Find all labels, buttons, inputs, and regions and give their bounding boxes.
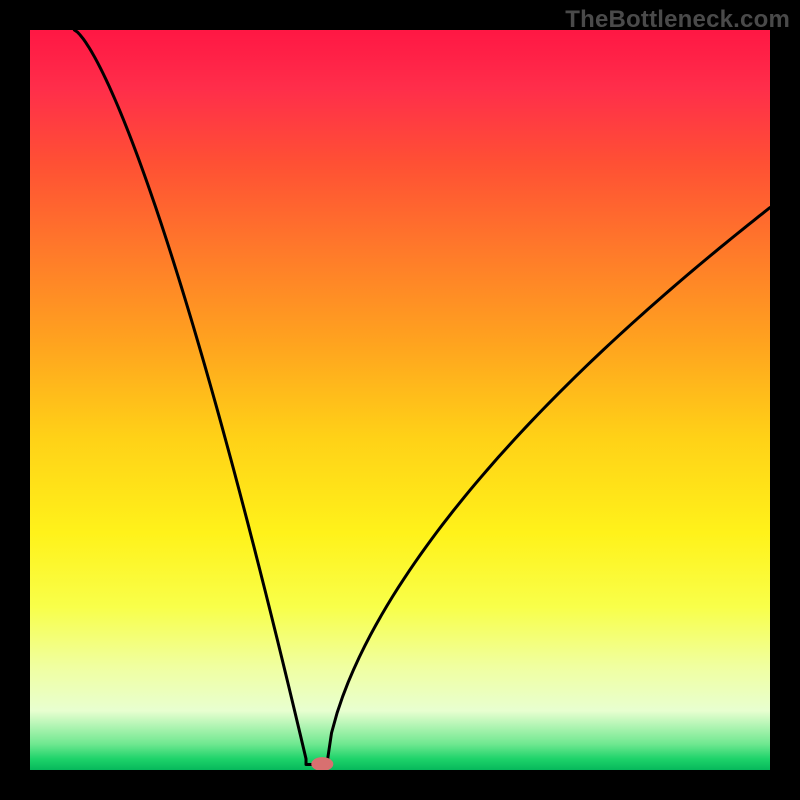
optimal-point-marker [311, 757, 333, 771]
bottleneck-chart: TheBottleneck.com [0, 0, 800, 800]
chart-svg [0, 0, 800, 800]
plot-background [30, 30, 770, 770]
